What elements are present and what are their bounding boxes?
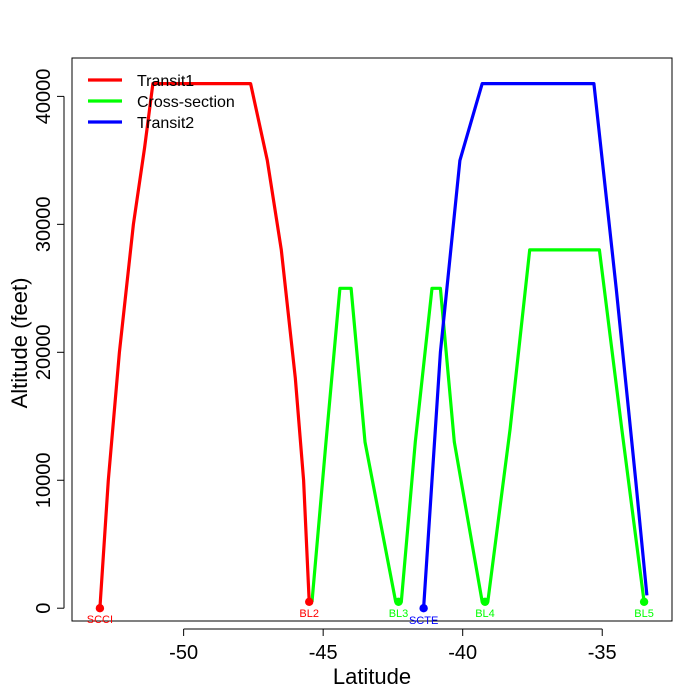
point-label-bl5: BL5 — [634, 608, 654, 620]
legend-label-transit1: Transit1 — [137, 73, 194, 90]
legend-label-transit2: Transit2 — [137, 115, 194, 132]
legend: Transit1 Cross-section Transit2 — [88, 73, 235, 132]
point-marker-bl5 — [639, 597, 649, 607]
point-marker-bl3 — [394, 597, 403, 607]
point-label-bl2: BL2 — [299, 608, 319, 620]
plot-frame — [71, 57, 673, 622]
x-axis-title: Latitude — [333, 664, 411, 689]
x-tick-label: -45 — [309, 642, 338, 664]
point-marker-scte — [419, 604, 428, 613]
y-tick-label: 40000 — [33, 69, 55, 125]
point-label-scte: SCTE — [409, 615, 438, 627]
y-tick-label: 0 — [33, 603, 55, 614]
y-tick-label: 30000 — [33, 197, 55, 253]
x-tick-label: -35 — [588, 642, 617, 664]
y-tick-label: 10000 — [33, 452, 55, 508]
series-line-transit1 — [98, 82, 311, 609]
x-axis: -50 -45 -40 -35 — [169, 628, 617, 664]
point-label-scci: SCCI — [87, 614, 113, 626]
series-layer — [98, 82, 649, 609]
series-line-cross-section — [310, 248, 646, 604]
point-marker-bl4 — [480, 597, 490, 607]
y-axis-title: Altitude (feet) — [7, 278, 32, 409]
x-tick-label: -40 — [448, 642, 477, 664]
point-marker-bl2 — [305, 597, 314, 607]
legend-label-cross-section: Cross-section — [137, 94, 235, 111]
point-label-bl4: BL4 — [475, 608, 495, 620]
point-label-bl3: BL3 — [389, 608, 409, 620]
series-line-transit2 — [422, 82, 649, 609]
y-axis: 0 10000 20000 30000 40000 — [33, 69, 65, 614]
y-tick-label: 20000 — [33, 324, 55, 380]
x-tick-label: -50 — [169, 642, 198, 664]
point-marker-scci — [95, 604, 105, 613]
